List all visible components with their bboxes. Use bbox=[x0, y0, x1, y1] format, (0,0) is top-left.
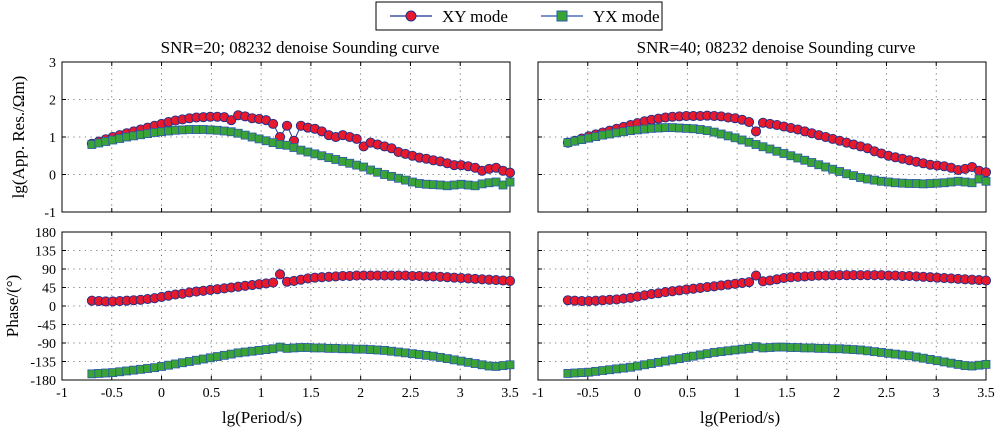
y-tick-label: -90 bbox=[37, 337, 56, 352]
panel-phase-snr20: -180 -135 -90 -45 0 45 90 135 180 -1 -0.5 0 0.5 1 1.5 2… bbox=[30, 226, 518, 401]
x-tick-label: 0 bbox=[158, 386, 165, 401]
y-tick-label: -45 bbox=[37, 319, 56, 334]
yx-data-point bbox=[981, 359, 991, 369]
x-tick-label: 0.5 bbox=[203, 386, 221, 401]
x-tick-label: 2.5 bbox=[402, 386, 420, 401]
xy-data-point bbox=[750, 270, 762, 281]
x-tick-label: 1.5 bbox=[302, 386, 320, 401]
x-tick-label: 3.5 bbox=[501, 386, 519, 401]
y-tick-label: 90 bbox=[42, 263, 56, 278]
x-tick-label: -1 bbox=[532, 386, 544, 401]
xy-data-point bbox=[504, 167, 516, 178]
xlabel-left: lg(Period/s) bbox=[222, 408, 302, 427]
x-tick-label: -1 bbox=[56, 386, 68, 401]
x-tick-label: 1.5 bbox=[778, 386, 796, 401]
panel-phase-snr40: -1 -0.5 0 0.5 1 1.5 2 2.5 3 3.5 bbox=[532, 231, 995, 401]
xy-data-point bbox=[351, 133, 362, 144]
y-tick-label: 2 bbox=[49, 94, 56, 109]
y-tick-label: 135 bbox=[35, 245, 56, 260]
y-tick-label: 3 bbox=[49, 56, 56, 71]
x-tick-label: -0.5 bbox=[101, 386, 123, 401]
x-tick-label: 2 bbox=[357, 386, 364, 401]
xy-data-point bbox=[744, 277, 755, 288]
y-tick-label: 0 bbox=[49, 300, 56, 315]
yx-data-point bbox=[505, 177, 515, 187]
xy-data-point bbox=[750, 126, 762, 137]
yx-series-line bbox=[567, 127, 987, 185]
x-tick-label: 1 bbox=[734, 386, 741, 401]
yx-data-point bbox=[505, 360, 515, 370]
y-tick-label: -1 bbox=[44, 206, 56, 221]
xy-data-point bbox=[281, 120, 293, 131]
legend: XY mode YX mode bbox=[375, 1, 663, 31]
xy-data-point bbox=[744, 116, 755, 128]
x-tick-label: 3.5 bbox=[977, 386, 995, 401]
xy-data-point bbox=[980, 167, 992, 178]
y-tick-label: 45 bbox=[42, 282, 56, 297]
x-tick-label: 1 bbox=[258, 386, 265, 401]
legend-yx-marker bbox=[556, 10, 568, 22]
x-tick-label: 2 bbox=[833, 386, 840, 401]
x-tick-label: 0.5 bbox=[679, 386, 697, 401]
panel-title-snr40: SNR=40; 08232 denoise Sounding curve bbox=[637, 38, 916, 57]
legend-yx-label: YX mode bbox=[593, 7, 660, 26]
ylabel-resistivity: lg(App. Res./Ωm) bbox=[9, 76, 28, 199]
ylabel-phase: Phase/(°) bbox=[3, 275, 22, 338]
xy-data-point bbox=[268, 118, 279, 129]
yx-data-point bbox=[981, 176, 991, 186]
x-tick-label: 0 bbox=[634, 386, 641, 401]
panel-resistivity-snr40 bbox=[537, 61, 992, 213]
xlabel-right: lg(Period/s) bbox=[700, 408, 780, 427]
y-tick-label: 1 bbox=[49, 131, 56, 146]
xy-data-point bbox=[268, 277, 279, 288]
xy-data-point bbox=[504, 275, 516, 286]
y-tick-label: 180 bbox=[35, 226, 56, 241]
x-tick-label: 2.5 bbox=[878, 386, 896, 401]
legend-xy-marker bbox=[405, 10, 417, 22]
x-tick-label: -0.5 bbox=[577, 386, 599, 401]
xy-data-point bbox=[274, 269, 286, 280]
xy-data-point bbox=[980, 275, 992, 286]
panel-title-snr20: SNR=20; 08232 denoise Sounding curve bbox=[161, 38, 440, 57]
x-tick-label: 3 bbox=[933, 386, 940, 401]
y-tick-label: 0 bbox=[49, 169, 56, 184]
x-tick-label: 3 bbox=[457, 386, 464, 401]
legend-xy-label: XY mode bbox=[442, 7, 508, 26]
y-tick-label: -180 bbox=[30, 374, 56, 389]
yx-series-line bbox=[91, 129, 511, 187]
y-tick-label: -135 bbox=[30, 356, 56, 371]
xy-data-point bbox=[226, 115, 237, 126]
panel-resistivity-snr20: -1 0 1 2 3 bbox=[44, 56, 516, 221]
